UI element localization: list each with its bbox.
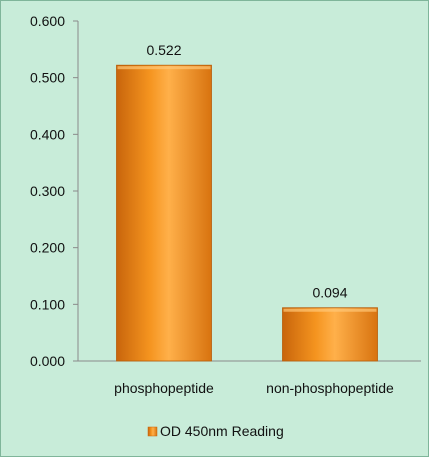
bar-highlight xyxy=(283,308,377,312)
y-axis-ticks: 0.000 0.100 0.200 0.300 0.400 0.500 0.600 xyxy=(30,13,78,369)
data-label: 0.094 xyxy=(312,285,347,301)
category-label: non-phosphopeptide xyxy=(266,380,394,396)
legend-label: OD 450nm Reading xyxy=(160,423,284,439)
y-tick-label: 0.100 xyxy=(30,296,65,312)
y-tick-label: 0.500 xyxy=(30,70,65,86)
bars xyxy=(116,64,378,362)
bar-phosphopeptide xyxy=(116,64,212,362)
y-tick-label: 0.000 xyxy=(30,353,65,369)
bar-highlight xyxy=(117,66,211,70)
y-tick-label: 0.400 xyxy=(30,126,65,142)
y-tick-label: 0.300 xyxy=(30,183,65,199)
legend-swatch xyxy=(147,426,158,437)
y-tick-label: 0.600 xyxy=(30,13,65,29)
legend: OD 450nm Reading xyxy=(147,423,284,439)
category-label: phosphopeptide xyxy=(114,380,214,396)
data-label: 0.522 xyxy=(146,42,181,58)
y-tick-label: 0.200 xyxy=(30,240,65,256)
data-labels: 0.522 0.094 xyxy=(146,42,347,301)
category-labels: phosphopeptide non-phosphopeptide xyxy=(114,380,394,396)
bar-non-phosphopeptide xyxy=(282,307,378,362)
